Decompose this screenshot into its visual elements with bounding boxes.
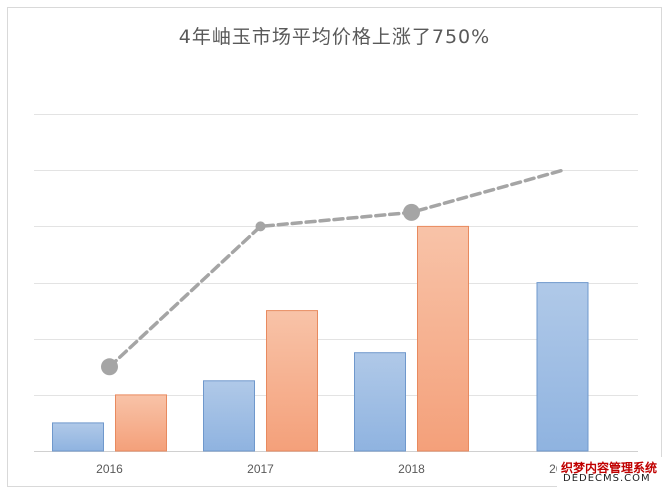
bar-blue-2018 xyxy=(354,352,406,452)
trend-point-2017 xyxy=(255,221,266,232)
watermark-text-cn: 织梦内容管理系统 xyxy=(561,461,658,475)
bar-orange-2018 xyxy=(417,225,469,452)
watermark-text-en: DEDECMS.COM xyxy=(563,473,651,484)
trend-point-2016 xyxy=(101,358,118,376)
bar-orange-2016 xyxy=(115,394,167,452)
bar-blue-2017 xyxy=(203,380,255,452)
watermark-logo: 织梦内容管理系统 DEDECMS.COM xyxy=(557,457,663,487)
bar-blue-2019 xyxy=(536,282,589,452)
x-tick-label-2017: 2017 xyxy=(247,462,274,476)
x-tick-label-2018: 2018 xyxy=(398,462,425,476)
trend-point-2018 xyxy=(403,203,420,221)
trend-line xyxy=(107,168,565,369)
bar-blue-2016 xyxy=(52,422,104,452)
x-tick-label-2016: 2016 xyxy=(96,462,123,476)
bar-orange-2017 xyxy=(266,310,318,452)
chart-title: 4年岫玉市场平均价格上涨了750% xyxy=(178,26,491,48)
